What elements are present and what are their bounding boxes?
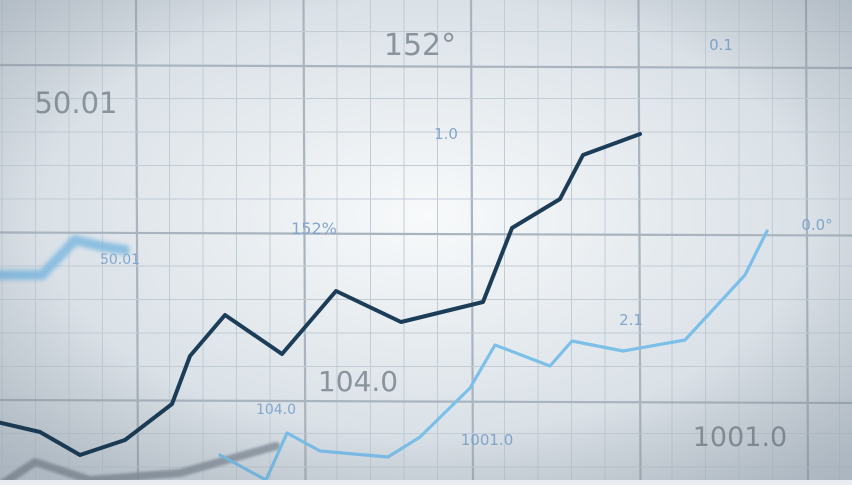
chart-stage: 152°50.01104.01001.00.11.0152%0.0°50.012…	[0, 0, 852, 485]
vignette-overlay	[0, 0, 852, 480]
line-chart: 152°50.01104.01001.00.11.0152%0.0°50.012…	[0, 0, 852, 485]
